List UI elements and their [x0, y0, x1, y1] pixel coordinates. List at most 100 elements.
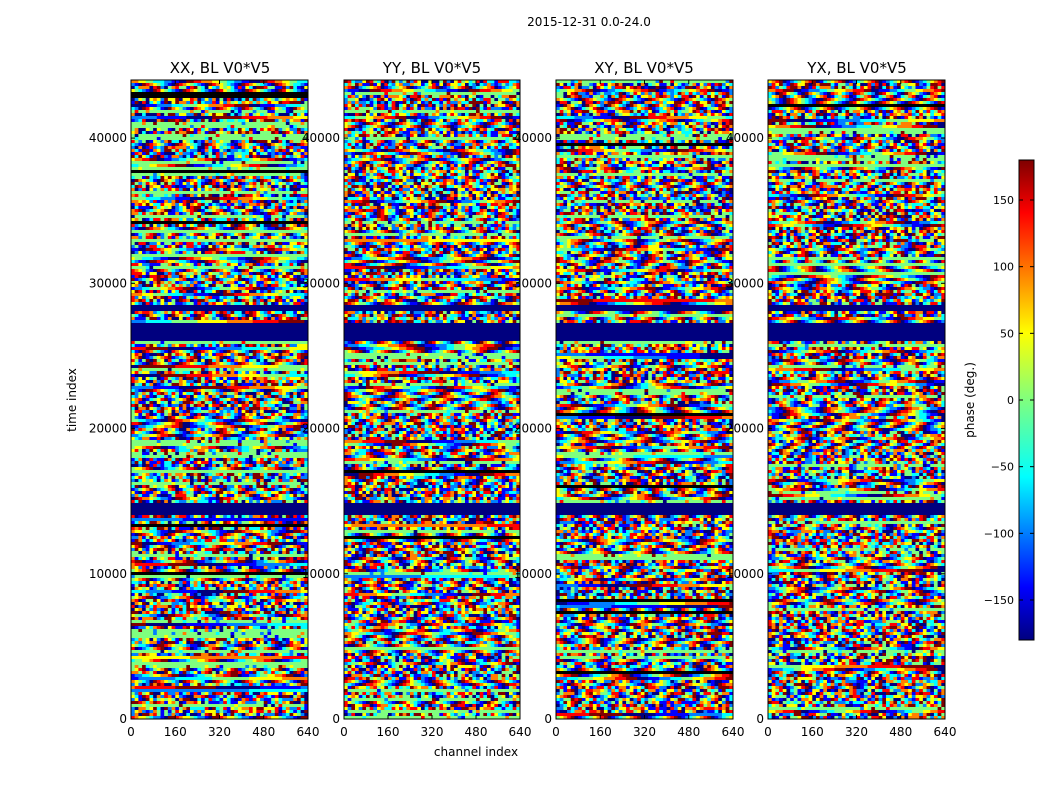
heatmap-cell	[227, 125, 231, 128]
heatmap-cell	[264, 113, 268, 116]
heatmap-cell	[249, 119, 253, 122]
heatmap-cell	[135, 125, 139, 128]
heatmap-cell	[142, 89, 146, 92]
panel-title-xx: XX, BL V0*V5	[170, 59, 271, 77]
heatmap-cell	[275, 83, 279, 86]
heatmap-cell	[208, 113, 212, 116]
heatmap-cell	[286, 110, 290, 113]
heatmap-cell	[253, 86, 257, 89]
heatmap-cell	[161, 116, 165, 119]
heatmap-cell	[286, 89, 290, 92]
heatmap-cell	[216, 119, 220, 122]
heatmap-cell	[297, 101, 301, 104]
heatmap-cell	[256, 107, 260, 110]
heatmap-cell	[231, 98, 235, 101]
heatmap-cell	[201, 116, 205, 119]
heatmap-cell	[245, 86, 249, 89]
heatmap-cell	[253, 98, 257, 101]
heatmap-cell	[238, 104, 242, 107]
heatmap-cell	[197, 110, 201, 113]
heatmap-cell	[186, 98, 190, 101]
heatmap-cell	[205, 110, 209, 113]
heatmap-cell	[149, 83, 153, 86]
heatmap-cell	[153, 122, 157, 125]
heatmap-cell	[205, 107, 209, 110]
heatmap-cell	[164, 98, 168, 101]
heatmap-cell	[179, 119, 183, 122]
heatmap-cell	[290, 83, 294, 86]
heatmap-cell	[183, 113, 187, 116]
heatmap-cell	[293, 89, 297, 92]
heatmap-cell	[212, 104, 216, 107]
heatmap-cell	[264, 107, 268, 110]
heatmap-cell	[245, 101, 249, 104]
heatmap-cell	[216, 89, 220, 92]
heatmap-cell	[227, 113, 231, 116]
heatmap-cell	[267, 116, 271, 119]
heatmap-cell	[267, 107, 271, 110]
heatmap-cell	[264, 89, 268, 92]
heatmap-cell	[216, 110, 220, 113]
heatmap-cell	[161, 113, 165, 116]
heatmap-row	[131, 110, 308, 113]
heatmap-cell	[161, 86, 165, 89]
heatmap-cell	[135, 83, 139, 86]
heatmap-cell	[267, 89, 271, 92]
heatmap-cell	[212, 80, 216, 83]
heatmap-cell	[220, 122, 224, 125]
heatmap-cell	[208, 122, 212, 125]
heatmap-cell	[138, 122, 142, 125]
heatmap-cell	[282, 98, 286, 101]
heatmap-cell	[220, 119, 224, 122]
heatmap-cell	[256, 86, 260, 89]
heatmap-cell	[153, 89, 157, 92]
heatmap-cell	[231, 107, 235, 110]
heatmap-cell	[267, 122, 271, 125]
heatmap-cell	[190, 113, 194, 116]
heatmap-cell	[234, 80, 238, 83]
heatmap-cell	[275, 89, 279, 92]
heatmap-cell	[164, 107, 168, 110]
heatmap-cell	[290, 101, 294, 104]
heatmap-cell	[197, 122, 201, 125]
heatmap-cell	[293, 119, 297, 122]
heatmap-cell	[135, 116, 139, 119]
heatmap-cell	[271, 83, 275, 86]
heatmap-cell	[179, 104, 183, 107]
heatmap-cell	[216, 104, 220, 107]
heatmap-cell	[282, 119, 286, 122]
panel-image-xx	[131, 80, 308, 719]
heatmap-cell	[293, 98, 297, 101]
heatmap-cell	[267, 83, 271, 86]
heatmap-cell	[220, 89, 224, 92]
heatmap-cell	[220, 116, 224, 119]
heatmap-cell	[253, 101, 257, 104]
heatmap-cell	[179, 116, 183, 119]
heatmap-cell	[216, 116, 220, 119]
heatmap-cell	[286, 104, 290, 107]
heatmap-cell	[242, 104, 246, 107]
heatmap-cell	[208, 83, 212, 86]
heatmap-row	[131, 104, 308, 107]
heatmap-cell	[138, 80, 142, 83]
heatmap-cell	[172, 89, 176, 92]
heatmap-cell	[245, 113, 249, 116]
heatmap-cell	[194, 83, 198, 86]
heatmap-cell	[161, 122, 165, 125]
heatmap-cell	[168, 89, 172, 92]
heatmap-cell	[205, 119, 209, 122]
heatmap-cell	[157, 86, 161, 89]
heatmap-cell	[290, 104, 294, 107]
heatmap-cell	[168, 101, 172, 104]
heatmap-cell	[208, 119, 212, 122]
heatmap-cell	[282, 116, 286, 119]
heatmap-cell	[172, 107, 176, 110]
heatmap-cell	[212, 107, 216, 110]
heatmap-cell	[157, 122, 161, 125]
heatmap-cell	[164, 110, 168, 113]
heatmap-cell	[179, 80, 183, 83]
heatmap-cell	[290, 110, 294, 113]
heatmap-cell	[175, 113, 179, 116]
heatmap-cell	[212, 116, 216, 119]
heatmap-cell	[142, 80, 146, 83]
